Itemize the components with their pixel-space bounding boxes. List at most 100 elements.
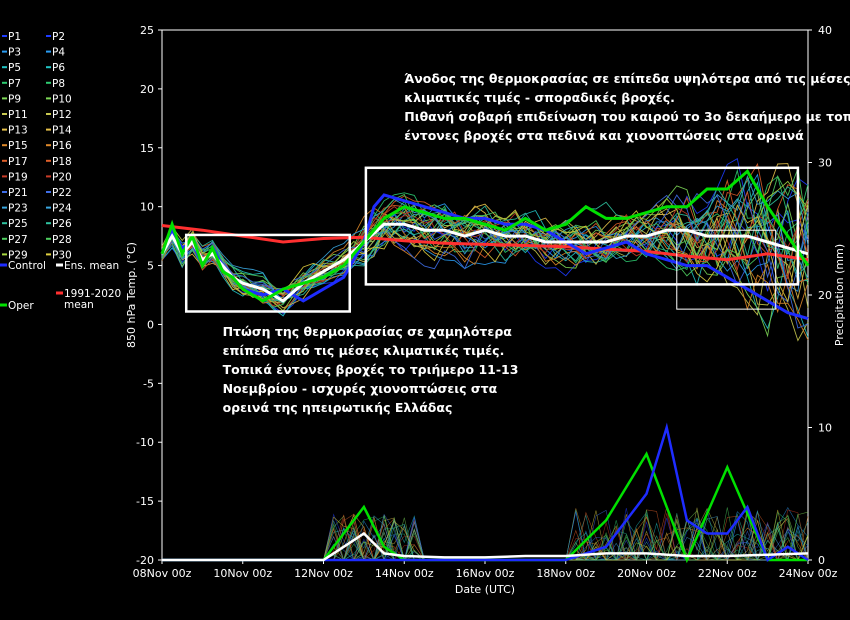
- legend-label: P1: [8, 31, 21, 43]
- annotation-line: Άνοδος της θερμοκρασίας σε επίπεδα υψηλό…: [404, 71, 850, 86]
- x-tick-label: 10Nov 00z: [213, 567, 272, 580]
- legend-item-p7: P7: [2, 78, 21, 90]
- member-line-p15: [161, 199, 809, 341]
- legend-item-p22: P22: [46, 187, 72, 199]
- legend-item-control: Control: [0, 260, 46, 272]
- legend-label: P18: [52, 156, 72, 168]
- annotation-line: έντονες βροχές στα πεδινά και χιονοπτώσε…: [404, 128, 804, 143]
- legend-label: P21: [8, 187, 28, 199]
- x-axis-label: Date (UTC): [455, 583, 515, 596]
- y2-tick-label: 0: [818, 554, 825, 567]
- y-tick-label: 10: [140, 201, 154, 214]
- legend-item-p3: P3: [2, 47, 21, 59]
- y2-tick-label: 40: [818, 24, 832, 37]
- x-tick-label: 08Nov 00z: [133, 567, 192, 580]
- y-tick-label: 15: [140, 142, 154, 155]
- y2-axis-label: Precipitation (mm): [833, 244, 846, 346]
- legend-label: P4: [52, 47, 65, 59]
- precip-line-ens-mean: [162, 531, 809, 562]
- legend-item-p26: P26: [46, 218, 72, 230]
- annotation-2: Πτώση της θερμοκρασίας σε χαμηλότερα επίπ…: [223, 324, 519, 415]
- x-tick-label: 16Nov 00z: [456, 567, 515, 580]
- x-tick-label: 24Nov 00z: [779, 567, 838, 580]
- legend-item-oper: Oper: [0, 300, 34, 312]
- legend-label: P6: [52, 62, 65, 74]
- legend-item-p11: P11: [2, 109, 28, 121]
- x-tick-label: 20Nov 00z: [617, 567, 676, 580]
- legend-label: P10: [52, 93, 72, 105]
- highlight-box-warm: [364, 166, 800, 286]
- y-tick-label: -15: [136, 495, 154, 508]
- legend-label: P29: [8, 249, 28, 261]
- y-axis-label: 850 hPa Temp. (°C): [125, 242, 138, 348]
- precip-line-control: [162, 422, 809, 562]
- annotation-line: Νοεμβρίου - ισχυρές χιονοπτώσεις στα: [223, 381, 498, 396]
- legend-label: P24: [52, 203, 72, 215]
- legend-label: Ens. mean: [64, 260, 119, 272]
- legend-label: P19: [8, 171, 28, 183]
- footer-model: GFS Ensemble, 38N, 23.5E: [120, 590, 333, 609]
- x-tick-label: 14Nov 00z: [375, 567, 434, 580]
- legend-item-p21: P21: [2, 187, 28, 199]
- member-precip-p5: [162, 511, 809, 561]
- member-line-p28: [161, 166, 809, 308]
- legend-label: P23: [8, 203, 28, 215]
- member-precip-p14: [162, 513, 808, 562]
- legend-label: P12: [52, 109, 72, 121]
- legend-item-p19: P19: [2, 171, 28, 183]
- legend-item-p28: P28: [46, 234, 72, 246]
- y2-tick-label: 20: [818, 289, 832, 302]
- precip-line-oper: [162, 451, 808, 564]
- legend-label: P22: [52, 187, 72, 199]
- y2-tick-label: 30: [818, 157, 832, 170]
- member-precip-p7: [162, 511, 808, 561]
- legend-item-p2: P2: [46, 31, 65, 43]
- legend-item-p16: P16: [46, 140, 72, 152]
- annotation-line: κλιματικές τιμές - σποραδικές βροχές.: [404, 90, 675, 105]
- y-tick-label: 20: [140, 83, 154, 96]
- legend-item-p12: P12: [46, 109, 72, 121]
- member-line-p17: [161, 162, 809, 297]
- y-tick-label: 25: [140, 24, 154, 37]
- y-tick-label: -20: [136, 554, 154, 567]
- legend-label: 1991-2020: [64, 288, 121, 300]
- legend-label: P26: [52, 218, 72, 230]
- legend-item-p14: P14: [46, 125, 72, 137]
- legend-label: P25: [8, 218, 28, 230]
- legend-item-p23: P23: [2, 203, 28, 215]
- legend-label: P9: [8, 93, 21, 105]
- annotation-line: Τοπικά έντονες βροχές το τριήμερο 11-13: [223, 362, 519, 377]
- legend-item-p30: P30: [46, 249, 72, 261]
- y-tick-label: 5: [147, 260, 154, 273]
- legend-label: Control: [8, 260, 46, 272]
- member-precip-p26: [162, 513, 809, 561]
- legend-label: P20: [52, 171, 72, 183]
- highlight-box-cold: [184, 233, 351, 313]
- legend-label: P28: [52, 234, 72, 246]
- legend-label: Oper: [8, 300, 34, 312]
- legend-label: P5: [8, 62, 21, 74]
- y-tick-label: -10: [136, 436, 154, 449]
- annotation-1: Άνοδος της θερμοκρασίας σε επίπεδα υψηλό…: [404, 71, 850, 143]
- legend-item-p27: P27: [2, 234, 28, 246]
- legend-label: P13: [8, 125, 28, 137]
- legend-item-p1: P1: [2, 31, 21, 43]
- legend-item-ens-mean: Ens. mean: [56, 260, 119, 272]
- legend-label: mean: [64, 299, 94, 311]
- legend-label: P11: [8, 109, 28, 121]
- legend-item-p10: P10: [46, 93, 72, 105]
- legend-item-p24: P24: [46, 203, 72, 215]
- legend: P1 P2 P3 P4 P5 P6 P7 P8 P9 P10 P11 P12 P13 P14 P15 P16 P…: [0, 31, 121, 312]
- highlight-box-late: [676, 229, 777, 310]
- legend-label: P17: [8, 156, 28, 168]
- temp-line-1991-2020-mean: [161, 224, 809, 262]
- legend-label: P7: [8, 78, 21, 90]
- annotation-line: ορεινά της ηπειρωτικής Ελλάδας: [223, 400, 453, 415]
- legend-item-p6: P6: [46, 62, 65, 74]
- legend-item-p20: P20: [46, 171, 72, 183]
- y2-tick-label: 10: [818, 422, 832, 435]
- x-tick-label: 12Nov 00z: [294, 567, 353, 580]
- legend-item-p17: P17: [2, 156, 28, 168]
